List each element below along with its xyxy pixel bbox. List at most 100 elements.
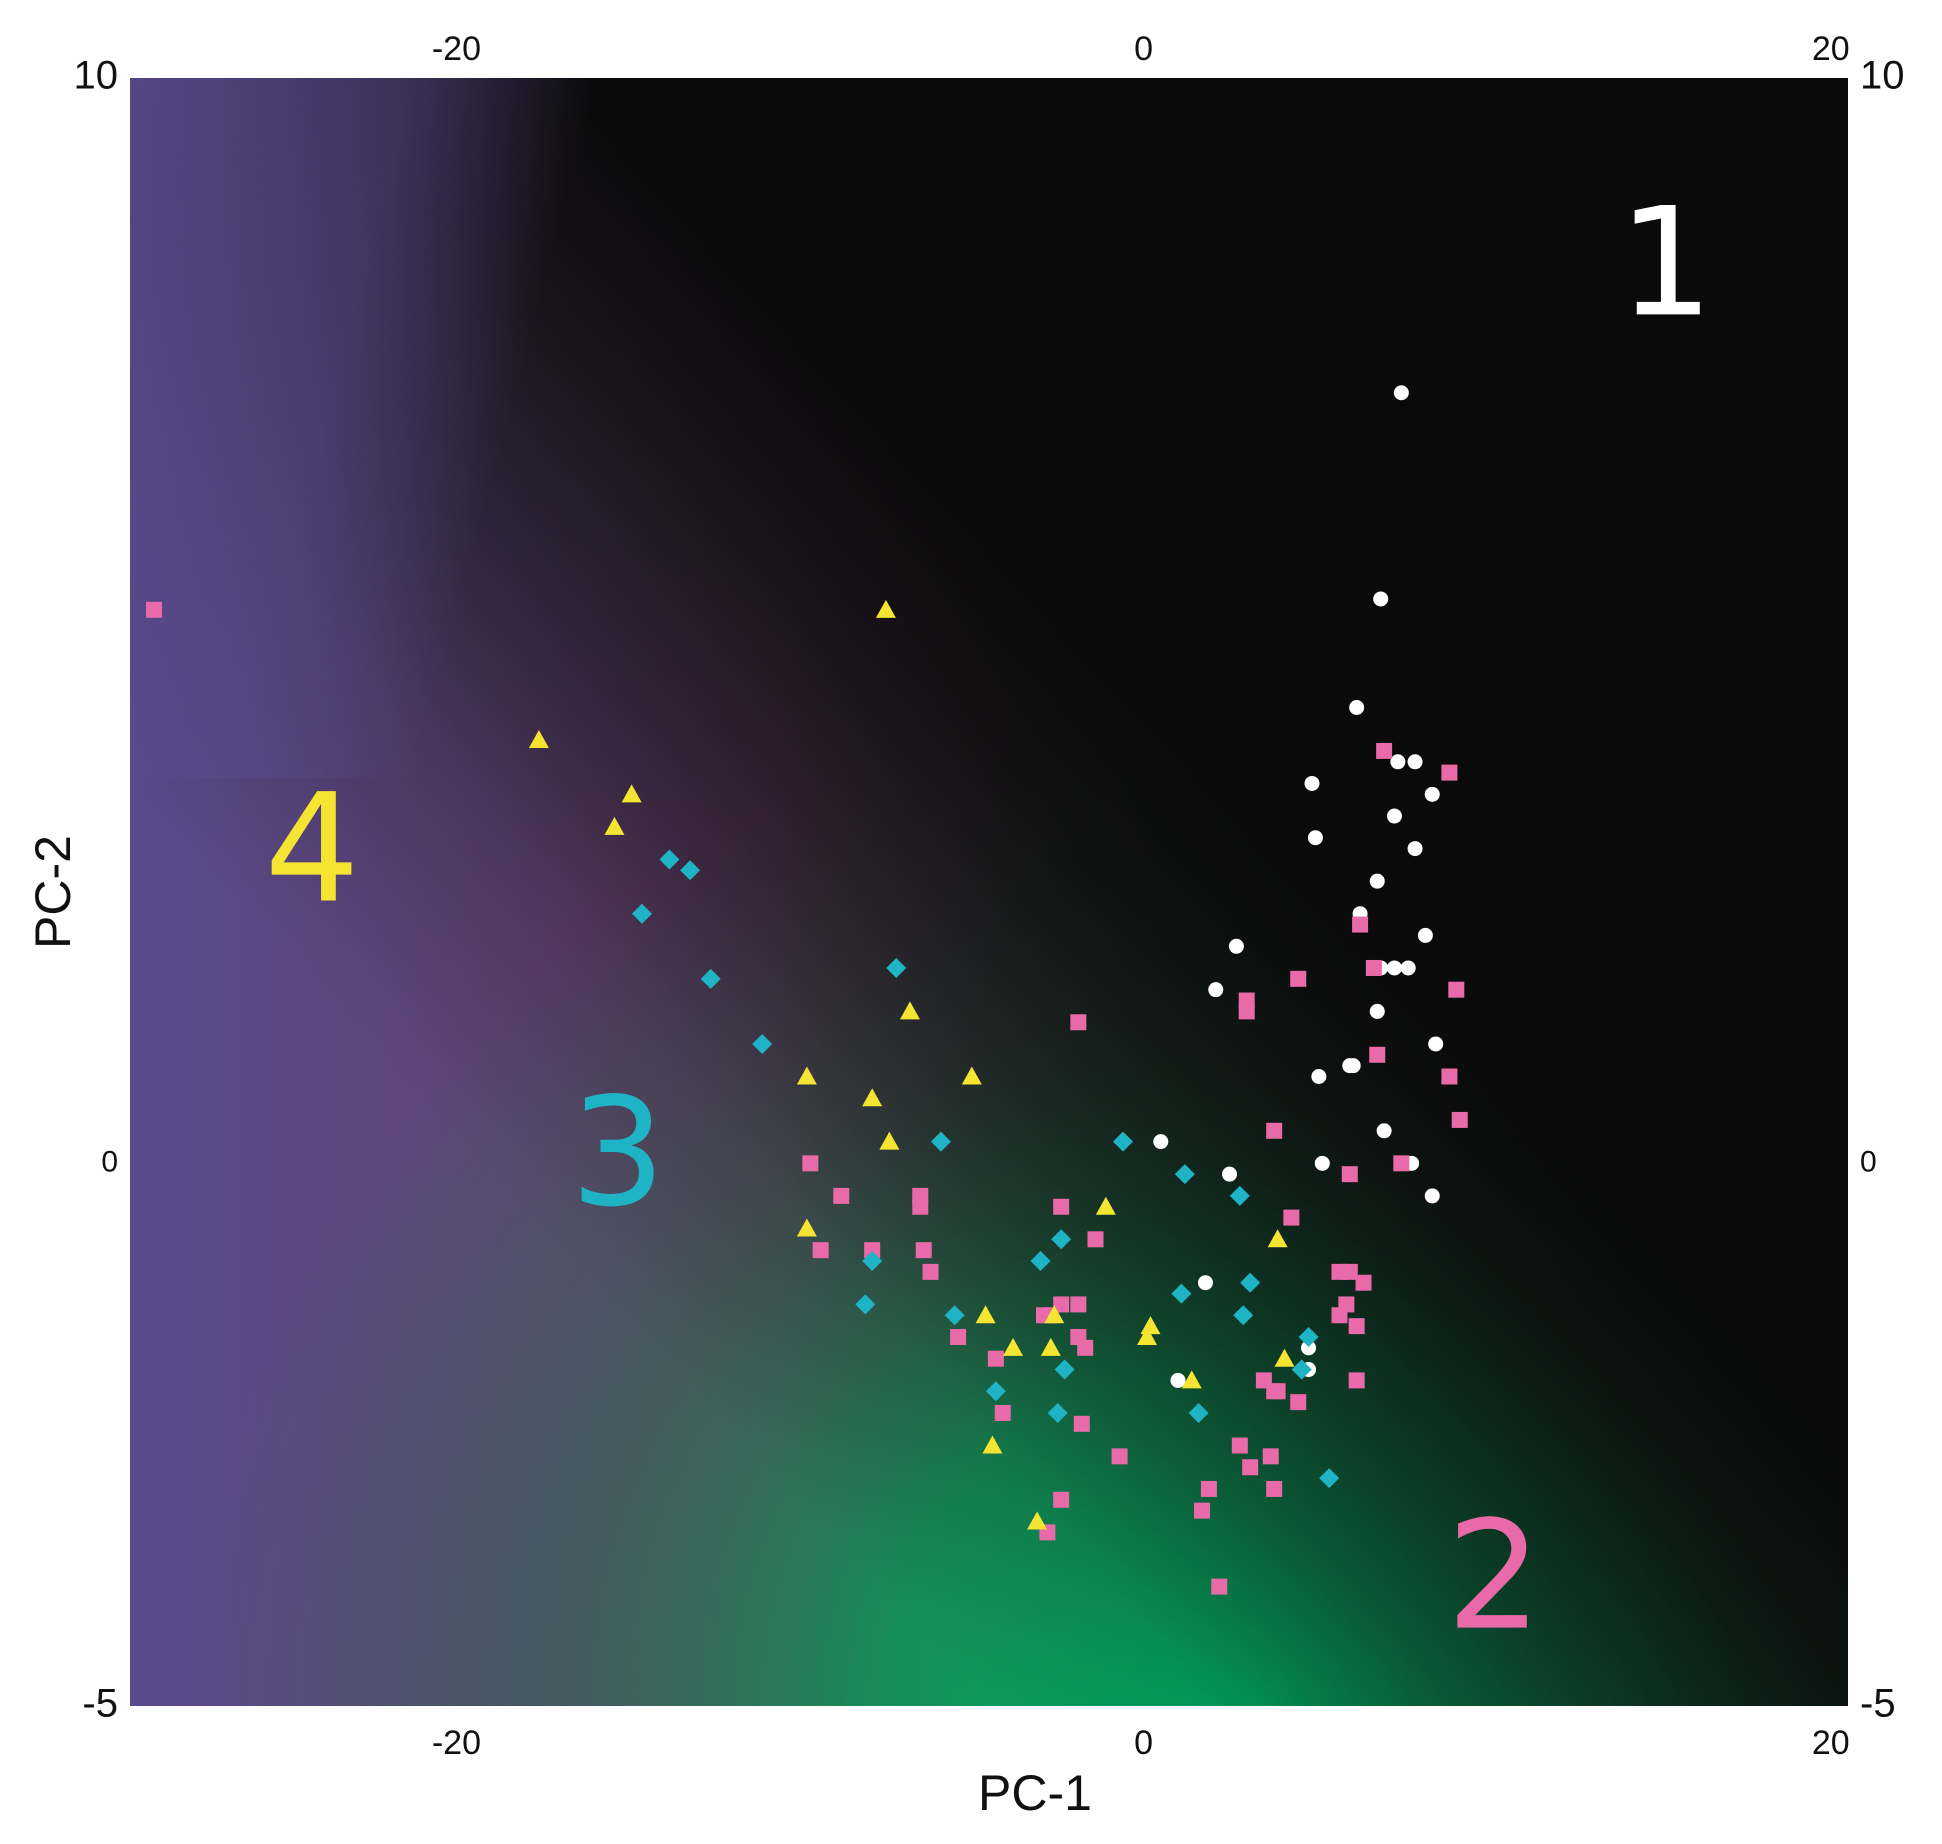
scatter-point-circle-16 bbox=[1386, 960, 1402, 976]
x-tick-label-bottom-1: 0 bbox=[1134, 1724, 1153, 1762]
scatter-point-diamond-7 bbox=[1113, 1131, 1134, 1152]
scatter-point-square-26 bbox=[922, 1263, 939, 1280]
scatter-point-diamond-13 bbox=[1240, 1272, 1261, 1293]
plot-background bbox=[130, 78, 1848, 1706]
scatter-point-square-55 bbox=[1194, 1502, 1211, 1519]
scatter-point-circle-4 bbox=[1407, 754, 1423, 770]
x-axis-title: PC-1 bbox=[978, 1765, 1092, 1821]
scatter-point-square-3 bbox=[1352, 916, 1369, 933]
scatter-point-square-22 bbox=[1087, 1231, 1104, 1248]
scatter-point-diamond-14 bbox=[1171, 1283, 1192, 1304]
scatter-point-triangle-21 bbox=[1027, 1511, 1048, 1530]
y-tick-label-left-2: -5 bbox=[82, 1682, 118, 1726]
scatter-point-square-14 bbox=[1393, 1155, 1410, 1172]
scatter-point-square-9 bbox=[1070, 1014, 1087, 1031]
scatter-point-square-49 bbox=[1262, 1448, 1279, 1465]
scatter-point-circle-2 bbox=[1349, 699, 1365, 715]
y-tick-label-left-0: 10 bbox=[74, 54, 119, 98]
scatter-point-diamond-22 bbox=[1188, 1402, 1209, 1423]
x-tick-label-bottom-0: -20 bbox=[432, 1724, 481, 1762]
scatter-point-square-50 bbox=[1111, 1448, 1128, 1465]
scatter-point-diamond-20 bbox=[1291, 1359, 1312, 1380]
scatter-point-square-8 bbox=[1448, 981, 1465, 998]
scatter-point-circle-3 bbox=[1390, 754, 1406, 770]
scatter-point-diamond-5 bbox=[752, 1033, 773, 1054]
scatter-point-square-12 bbox=[1451, 1111, 1468, 1128]
scatter-point-diamond-10 bbox=[862, 1251, 883, 1272]
scatter-point-circle-10 bbox=[1369, 873, 1385, 889]
scatter-point-square-25 bbox=[915, 1242, 932, 1259]
scatter-point-diamond-21 bbox=[985, 1381, 1006, 1402]
scatter-point-triangle-14 bbox=[1140, 1316, 1161, 1335]
scatter-point-diamond-9 bbox=[1229, 1185, 1250, 1206]
scatter-point-square-23 bbox=[812, 1242, 829, 1259]
scatter-point-circle-28 bbox=[1424, 1188, 1440, 1204]
scatter-point-square-28 bbox=[1331, 1263, 1348, 1280]
scatter-point-diamond-12 bbox=[1051, 1229, 1072, 1250]
axis-ticks: -20 -20 0 0 20 20 10 10 0 0 -5 -5 bbox=[74, 30, 1905, 1762]
cluster-label-2: 2 bbox=[1446, 1490, 1541, 1664]
scatter-point-triangle-2 bbox=[621, 784, 642, 803]
scatter-point-circle-12 bbox=[1417, 927, 1433, 943]
scatter-point-circle-22 bbox=[1345, 1058, 1361, 1074]
scatter-point-triangle-19 bbox=[1181, 1370, 1202, 1389]
scatter-point-triangle-8 bbox=[879, 1131, 900, 1150]
x-tick-label-top-1: 0 bbox=[1134, 30, 1153, 68]
cluster-label-4: 4 bbox=[264, 762, 359, 936]
scatter-point-square-45 bbox=[1348, 1372, 1365, 1389]
scatter-point-triangle-0 bbox=[875, 599, 896, 618]
scatter-point-square-48 bbox=[1231, 1437, 1248, 1454]
scatter-point-triangle-6 bbox=[961, 1066, 982, 1085]
scatter-point-square-1 bbox=[1376, 742, 1393, 759]
scatter-point-triangle-11 bbox=[1267, 1229, 1288, 1248]
scatter-point-triangle-7 bbox=[862, 1088, 883, 1107]
scatter-point-square-24 bbox=[864, 1242, 881, 1259]
scatter-point-diamond-23 bbox=[1047, 1402, 1068, 1423]
scatter-point-square-15 bbox=[1341, 1166, 1358, 1183]
scatter-point-diamond-17 bbox=[1233, 1305, 1254, 1326]
scatter-point-square-33 bbox=[1070, 1296, 1087, 1313]
scatter-point-square-17 bbox=[833, 1187, 850, 1204]
scatter-point-square-13 bbox=[1266, 1122, 1283, 1139]
cluster-label-1: 1 bbox=[1618, 176, 1713, 350]
scatter-point-diamond-24 bbox=[1319, 1468, 1340, 1489]
scatter-point-circle-29 bbox=[1197, 1275, 1213, 1291]
scatter-point-triangle-3 bbox=[604, 816, 625, 835]
scatter-point-square-4 bbox=[1365, 959, 1382, 976]
scatter-point-circle-23 bbox=[1376, 1123, 1392, 1139]
scatter-point-triangle-16 bbox=[1003, 1337, 1024, 1356]
scatter-point-triangle-10 bbox=[796, 1218, 817, 1237]
scatter-point-square-5 bbox=[1290, 970, 1307, 987]
scatter-point-square-43 bbox=[1255, 1372, 1272, 1389]
x-tick-label-bottom-2: 20 bbox=[1812, 1724, 1850, 1762]
scatter-point-circle-6 bbox=[1304, 775, 1320, 791]
scatter-point-triangle-18 bbox=[1274, 1348, 1295, 1367]
scatter-point-square-7 bbox=[1238, 1003, 1255, 1020]
scatter-point-square-53 bbox=[1200, 1480, 1217, 1497]
y-axis-title: PC-2 bbox=[25, 835, 81, 949]
scatter-point-triangle-1 bbox=[528, 730, 549, 749]
scatter-point-circle-0 bbox=[1393, 385, 1409, 401]
scatter-point-square-40 bbox=[1331, 1307, 1348, 1324]
scatter-point-circle-21 bbox=[1311, 1069, 1327, 1085]
y-tick-label-left-1: 0 bbox=[101, 1145, 118, 1178]
scatter-point-square-19 bbox=[912, 1198, 929, 1215]
scatter-point-diamond-11 bbox=[1030, 1251, 1051, 1272]
scatter-point-circle-19 bbox=[1428, 1036, 1444, 1052]
cluster-label-3: 3 bbox=[570, 1066, 665, 1240]
scatter-point-circle-8 bbox=[1386, 808, 1402, 824]
scatter-points bbox=[146, 385, 1468, 1595]
scatter-point-circle-17 bbox=[1400, 960, 1416, 976]
scatter-point-triangle-5 bbox=[796, 1066, 817, 1085]
scatter-point-diamond-16 bbox=[944, 1305, 965, 1326]
x-tick-label-top-0: -20 bbox=[432, 30, 481, 68]
scatter-point-diamond-0 bbox=[659, 849, 680, 870]
scatter-point-triangle-17 bbox=[1040, 1337, 1061, 1356]
scatter-point-circle-1 bbox=[1373, 591, 1389, 607]
scatter-point-triangle-12 bbox=[975, 1305, 996, 1324]
cluster-labels: 1 2 3 4 bbox=[264, 176, 1713, 1663]
scatter-point-square-54 bbox=[1053, 1491, 1070, 1508]
scatter-point-square-37 bbox=[1348, 1318, 1365, 1335]
